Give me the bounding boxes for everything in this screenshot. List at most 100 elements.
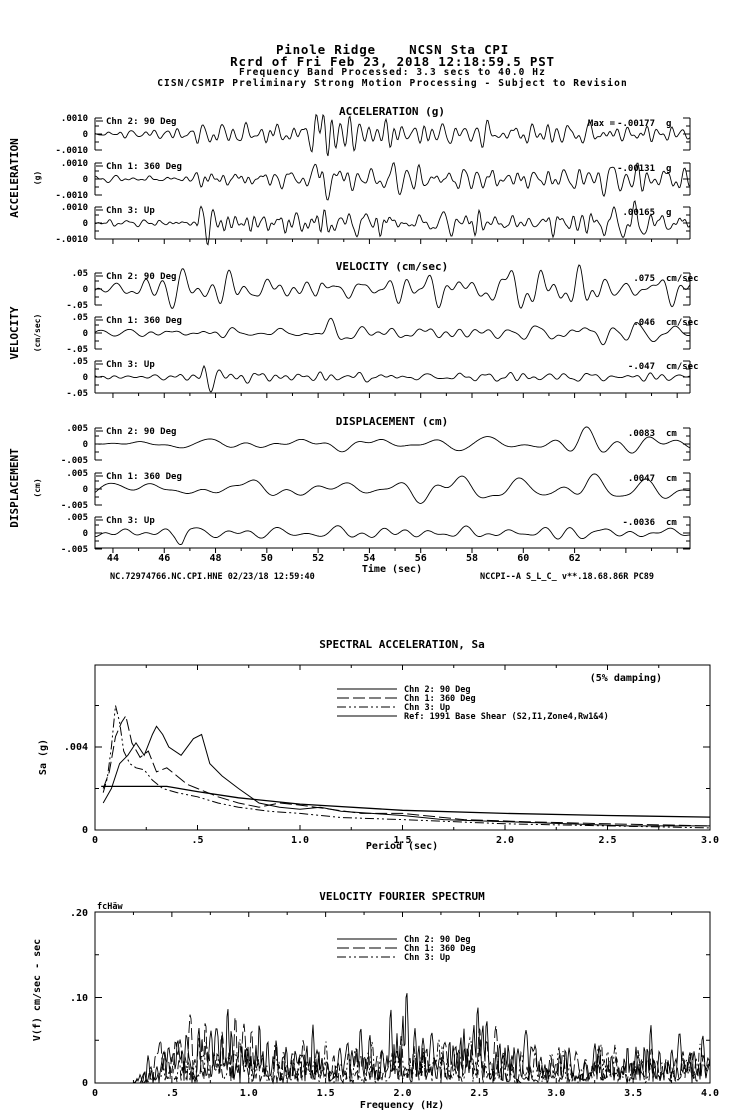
station-title: Pinole Ridge NCSN Sta CPI	[275, 42, 510, 57]
processing-note: CISN/CSMIP Preliminary Strong Motion Pro…	[157, 77, 628, 89]
fourier-ytick-0: 0	[82, 1078, 88, 1089]
ytick-label: .005	[66, 469, 88, 479]
peak-value: -.0036	[622, 518, 655, 528]
time-tick-label: 52	[312, 553, 324, 564]
ytick-label: 0	[83, 373, 88, 383]
displacement-trace-1	[94, 473, 691, 504]
fourier-xtick-label: 0	[92, 1088, 98, 1099]
peak-value: .046	[633, 318, 655, 328]
processing-version-footer: NCCPI--A S_L_C_ v**.18.68.86R PC89	[480, 572, 654, 582]
channel-label: Chn 3: Up	[106, 516, 155, 526]
legend-entry: Chn 3: Up	[404, 953, 450, 963]
peak-prefix: Max =	[588, 119, 616, 129]
ytick-label: .05	[72, 269, 88, 279]
ytick-label: .05	[72, 357, 88, 367]
acceleration-side-label: ACCELERATION	[8, 138, 21, 217]
peak-unit: cm	[666, 474, 677, 484]
fourier-corner-marker-label: fcHäw	[97, 902, 123, 912]
time-tick-label: 46	[158, 553, 170, 564]
channel-label: Chn 1: 360 Deg	[106, 316, 182, 326]
channel-label: Chn 3: Up	[106, 360, 155, 370]
peak-unit: cm/sec	[666, 362, 699, 372]
sa-series-3	[101, 785, 711, 818]
legend-entry: Ref: 1991 Base Shear (S2,I1,Zone4,Rw1&4)	[404, 712, 609, 722]
time-tick-label: 48	[210, 553, 222, 564]
displacement-panel: Chn 2: 90 Deg .005 0 -.005 .0083 cm Chn 1: 360…	[61, 424, 691, 564]
sa-xtick-label: 2.0	[496, 835, 514, 846]
time-tick-label: 58	[466, 553, 478, 564]
channel-label: Chn 1: 360 Deg	[106, 472, 182, 482]
peak-value: .0047	[628, 474, 655, 484]
frequency-band: Frequency Band Processed: 3.3 secs to 40…	[239, 67, 546, 78]
fourier-xtick-label: 2.5	[470, 1088, 488, 1099]
ytick-label: 0	[83, 219, 88, 229]
record-datetime: Rcrd of Fri Feb 23, 2018 12:18:59.5 PST	[230, 54, 555, 69]
peak-value: -.047	[628, 362, 655, 372]
fourier-y-axis-label: V(f) cm/sec - sec	[32, 939, 43, 1041]
sa-x-axis-label: Period (sec)	[366, 840, 438, 852]
sa-ytick-004: .004	[64, 742, 88, 753]
velocity-trace-2	[94, 364, 691, 393]
peak-unit: g	[666, 164, 671, 174]
peak-unit: cm/sec	[666, 318, 699, 328]
ytick-label: -.05	[66, 301, 88, 311]
peak-value: .075	[633, 274, 655, 284]
ytick-label: -.05	[66, 345, 88, 355]
velocity-trace-1	[94, 317, 691, 346]
fourier-series-2	[95, 1035, 711, 1084]
acceleration-trace-0	[94, 113, 691, 157]
peak-unit: cm/sec	[666, 274, 699, 284]
ytick-label: 0	[83, 485, 88, 495]
time-tick-label: 62	[569, 553, 581, 564]
acceleration-trace-2	[95, 200, 691, 246]
fourier-xtick-label: 3.5	[624, 1088, 642, 1099]
ytick-label: 0	[83, 440, 88, 450]
ytick-label: .05	[72, 313, 88, 323]
fourier-x-axis-label: Frequency (Hz)	[360, 1100, 444, 1111]
sa-xtick-label: 2.5	[598, 835, 616, 846]
fourier-xtick-label: 3.0	[547, 1088, 565, 1099]
record-id-footer: NC.72974766.NC.CPI.HNE 02/23/18 12:59:40	[110, 572, 315, 582]
sa-damping-note: (5% damping)	[590, 672, 662, 684]
sa-xtick-label: 1.0	[291, 835, 309, 846]
fourier-xtick-label: 1.0	[240, 1088, 258, 1099]
channel-label: Chn 2: 90 Deg	[106, 117, 176, 127]
velocity-trace-0	[94, 264, 691, 309]
channel-label: Chn 2: 90 Deg	[106, 427, 176, 437]
ytick-label: 0	[83, 285, 88, 295]
time-tick-label: 44	[107, 553, 119, 564]
ytick-label: .0010	[61, 159, 88, 169]
legend-entry: Chn 1: 360 Deg	[404, 944, 476, 954]
peak-value: .00165	[622, 208, 655, 218]
legend-entry: Chn 3: Up	[404, 703, 450, 713]
fourier-ytick-10: .10	[70, 993, 88, 1004]
displacement-side-unit: (cm)	[33, 478, 42, 497]
ytick-label: 0	[83, 175, 88, 185]
sa-series-2	[102, 705, 711, 829]
peak-value: .0083	[628, 429, 655, 439]
ytick-label: 0	[83, 329, 88, 339]
legend-entry: Chn 1: 360 Deg	[404, 694, 476, 704]
ytick-label: .0010	[61, 114, 88, 124]
legend-entry: Chn 2: 90 Deg	[404, 935, 471, 945]
velocity-side-unit: (cm/sec)	[33, 314, 42, 353]
time-tick-label: 54	[363, 553, 375, 564]
fourier-xtick-label: 4.0	[701, 1088, 719, 1099]
time-tick-label: 56	[415, 553, 427, 564]
peak-unit: cm	[666, 429, 677, 439]
acceleration-trace-1	[94, 162, 691, 201]
fourier-xtick-label: .5	[166, 1088, 178, 1099]
acceleration-panel: Chn 2: 90 Deg .0010 0 -.0010 Max = -.00177 g Ch…	[55, 113, 691, 246]
ytick-label: 0	[83, 130, 88, 140]
ytick-label: .005	[66, 424, 88, 434]
ytick-label: 0	[83, 529, 88, 539]
time-axis-label: Time (sec)	[362, 563, 422, 575]
report-header: Pinole Ridge NCSN Sta CPI Rcrd of Fri Fe…	[95, 42, 690, 89]
legend-entry: Chn 2: 90 Deg	[404, 685, 471, 695]
sa-ytick-0: 0	[82, 825, 88, 836]
velocity-panel: Chn 2: 90 Deg .05 0 -.05 .075 cm/sec Chn 1: 36…	[66, 264, 699, 399]
peak-unit: cm	[666, 518, 677, 528]
displacement-title: DISPLACEMENT (cm)	[336, 415, 449, 428]
